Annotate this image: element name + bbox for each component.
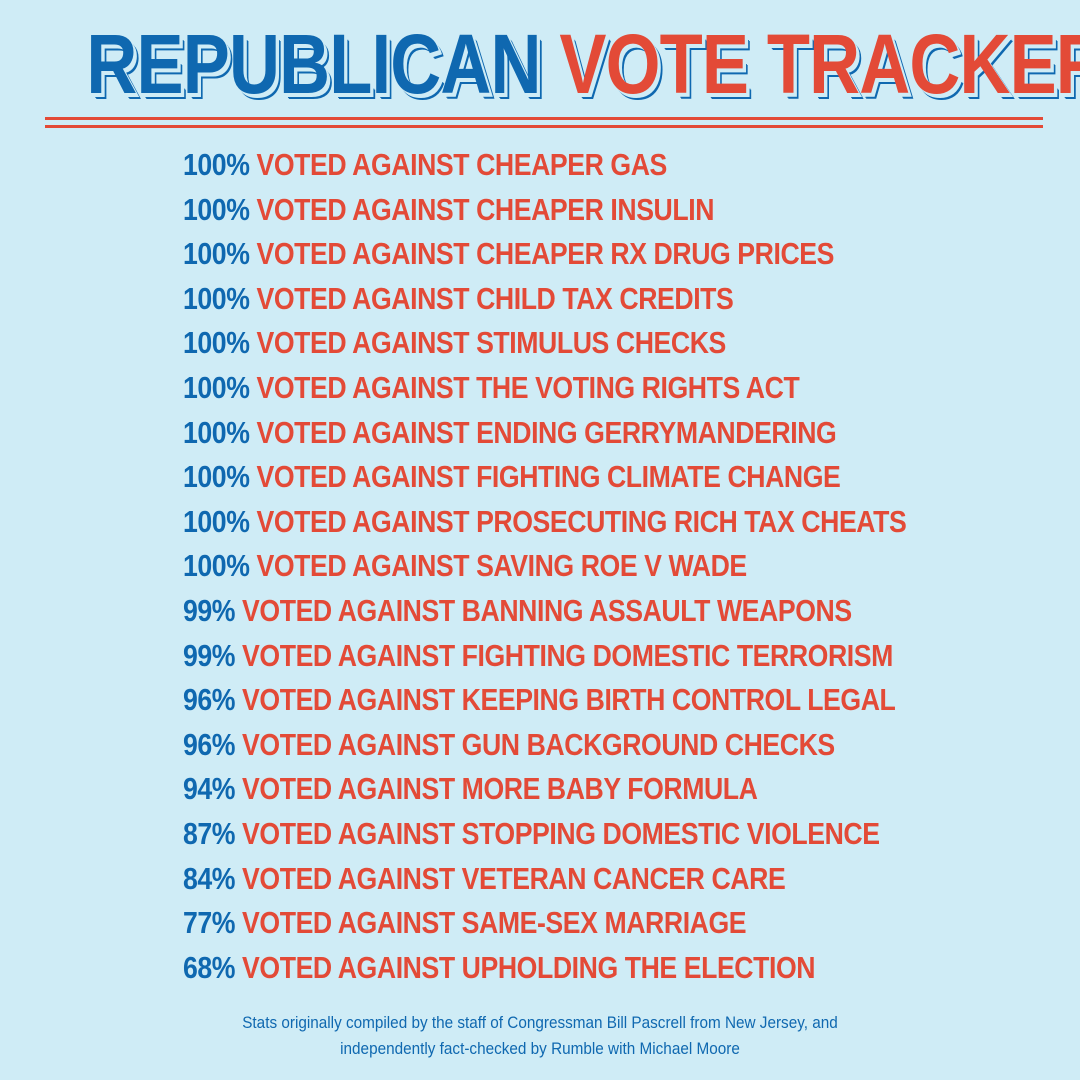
vote-item: 100% VOTED AGAINST CHEAPER INSULIN <box>183 188 906 233</box>
vote-percent: 96% <box>183 682 236 718</box>
vote-percent: 68% <box>183 949 236 985</box>
vote-item: 87% VOTED AGAINST STOPPING DOMESTIC VIOL… <box>183 812 906 857</box>
vote-item: 77% VOTED AGAINST SAME-SEX MARRIAGE <box>183 901 906 946</box>
vote-item: 96% VOTED AGAINST KEEPING BIRTH CONTROL … <box>183 678 906 723</box>
vote-percent: 100% <box>183 503 250 539</box>
vote-percent: 100% <box>183 459 250 495</box>
vote-description: VOTED AGAINST CHEAPER GAS <box>256 147 667 182</box>
vote-description: VOTED AGAINST MORE BABY FORMULA <box>242 771 758 807</box>
source-footer: Stats originally compiled by the staff o… <box>0 1010 1080 1062</box>
vote-percent: 77% <box>183 905 236 941</box>
vote-list: 100% VOTED AGAINST CHEAPER GAS 100% VOTED… <box>183 143 1024 990</box>
vote-description: VOTED AGAINST UPHOLDING THE ELECTION <box>242 949 816 985</box>
vote-description: VOTED AGAINST FIGHTING CLIMATE CHANGE <box>256 459 841 495</box>
vote-description: VOTED AGAINST BANNING ASSAULT WEAPONS <box>242 592 852 628</box>
vote-percent: 100% <box>183 548 250 584</box>
vote-description: VOTED AGAINST CHILD TAX CREDITS <box>256 280 734 316</box>
vote-description: VOTED AGAINST SAME-SEX MARRIAGE <box>242 905 747 941</box>
vote-item: 94% VOTED AGAINST MORE BABY FORMULA <box>183 767 906 812</box>
vote-description: VOTED AGAINST SAVING ROE V WADE <box>256 548 747 584</box>
vote-description: VOTED AGAINST ENDING GERRYMANDERING <box>256 414 837 450</box>
vote-description: VOTED AGAINST CHEAPER RX DRUG PRICES <box>256 236 834 272</box>
vote-item: 100% VOTED AGAINST CHEAPER GAS <box>183 143 906 188</box>
vote-description: VOTED AGAINST PROSECUTING RICH TAX CHEAT… <box>256 503 907 539</box>
vote-percent: 100% <box>183 369 250 405</box>
vote-item: 100% VOTED AGAINST STIMULUS CHECKS <box>183 321 906 366</box>
vote-description: VOTED AGAINST KEEPING BIRTH CONTROL LEGA… <box>242 682 896 718</box>
vote-item: 100% VOTED AGAINST SAVING ROE V WADE <box>183 544 906 589</box>
vote-description: VOTED AGAINST THE VOTING RIGHTS ACT <box>256 369 800 405</box>
vote-percent: 84% <box>183 860 236 896</box>
vote-description: VOTED AGAINST CHEAPER INSULIN <box>256 191 715 227</box>
vote-item: 100% VOTED AGAINST CHILD TAX CREDITS <box>183 277 906 322</box>
title-part-republican: REPUBLICAN <box>86 17 541 111</box>
vote-item: 100% VOTED AGAINST PROSECUTING RICH TAX … <box>183 500 907 545</box>
vote-item: 100% VOTED AGAINST CHEAPER RX DRUG PRICE… <box>183 232 906 277</box>
vote-description: VOTED AGAINST VETERAN CANCER CARE <box>242 860 786 896</box>
title-part-vote-tracker: VOTE TRACKER <box>559 17 1080 111</box>
vote-percent: 87% <box>183 815 236 851</box>
vote-item: 68% VOTED AGAINST UPHOLDING THE ELECTION <box>183 946 906 991</box>
source-line-1: Stats originally compiled by the staff o… <box>242 1013 838 1032</box>
vote-item: 100% VOTED AGAINST THE VOTING RIGHTS ACT <box>183 366 906 411</box>
vote-percent: 100% <box>183 191 250 227</box>
vote-item: 100% VOTED AGAINST FIGHTING CLIMATE CHAN… <box>183 455 906 500</box>
source-line-2: independently fact-checked by Rumble wit… <box>340 1039 740 1058</box>
vote-percent: 99% <box>183 637 236 673</box>
vote-description: VOTED AGAINST FIGHTING DOMESTIC TERRORIS… <box>242 637 893 673</box>
vote-percent: 100% <box>183 325 250 361</box>
vote-description: VOTED AGAINST STIMULUS CHECKS <box>256 325 726 361</box>
vote-item: 99% VOTED AGAINST BANNING ASSAULT WEAPON… <box>183 589 906 634</box>
vote-percent: 100% <box>183 147 250 182</box>
page-title: REPUBLICAN VOTE TRACKER <box>86 14 1080 114</box>
vote-item: 99% VOTED AGAINST FIGHTING DOMESTIC TERR… <box>183 634 906 679</box>
vote-description: VOTED AGAINST STOPPING DOMESTIC VIOLENCE <box>242 815 880 851</box>
title-underline-bottom <box>45 125 1043 128</box>
vote-percent: 100% <box>183 414 250 450</box>
vote-item: 84% VOTED AGAINST VETERAN CANCER CARE <box>183 857 906 902</box>
vote-item: 96% VOTED AGAINST GUN BACKGROUND CHECKS <box>183 723 906 768</box>
vote-percent: 100% <box>183 236 250 272</box>
vote-description: VOTED AGAINST GUN BACKGROUND CHECKS <box>242 726 835 762</box>
title-underline-top <box>45 117 1043 120</box>
vote-percent: 96% <box>183 726 236 762</box>
vote-percent: 94% <box>183 771 236 807</box>
vote-percent: 100% <box>183 280 250 316</box>
vote-percent: 99% <box>183 592 236 628</box>
vote-item: 100% VOTED AGAINST ENDING GERRYMANDERING <box>183 411 906 456</box>
